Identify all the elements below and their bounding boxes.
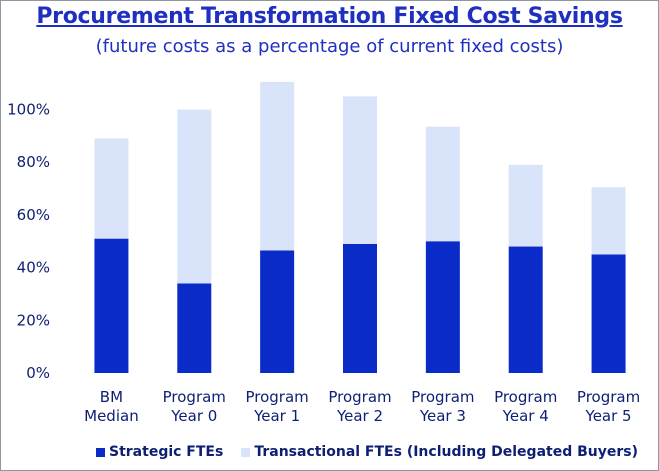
bar-transactional	[591, 187, 626, 255]
chart-title: Procurement Transformation Fixed Cost Sa…	[36, 4, 623, 29]
legend-label-transactional: Transactional FTEs (Including Delegated …	[254, 444, 638, 460]
x-tick-label: Program	[577, 388, 640, 406]
bar-transactional	[508, 164, 543, 247]
y-tick-label: 100%	[7, 101, 50, 119]
legend-label-strategic: Strategic FTEs	[109, 444, 224, 460]
bar-transactional	[177, 109, 212, 284]
legend-swatch-transactional	[241, 447, 251, 457]
y-tick-label: 60%	[17, 206, 50, 224]
x-tick-label: Year 4	[502, 407, 549, 425]
bar-strategic	[177, 283, 212, 373]
bar-transactional	[260, 81, 295, 251]
bar-transactional	[425, 126, 460, 242]
bar-transactional	[343, 96, 377, 244]
x-tick-label: Median	[84, 407, 139, 425]
x-tick-label: BM	[100, 388, 123, 406]
chart-legend: Strategic FTEs Transactional FTEs (Inclu…	[96, 444, 638, 460]
legend-item-strategic: Strategic FTEs	[96, 444, 223, 460]
x-tick-label: Year 5	[585, 407, 632, 425]
bar-strategic	[343, 243, 377, 373]
chart-subtitle: (future costs as a percentage of current…	[95, 36, 564, 57]
legend-swatch-strategic	[96, 447, 105, 457]
bar-strategic	[425, 241, 460, 373]
y-tick-label: 0%	[26, 364, 50, 382]
bar-transactional	[94, 138, 129, 239]
x-tick-label: Program	[494, 388, 557, 406]
bar-strategic	[94, 238, 129, 373]
y-tick-label: 80%	[17, 153, 50, 171]
x-tick-label: Year 1	[253, 407, 300, 425]
y-tick-label: 40%	[17, 259, 50, 277]
x-tick-label: Program	[245, 388, 308, 406]
bar-strategic	[591, 254, 626, 373]
x-tick-label: Program	[163, 388, 226, 406]
x-tick-label: Year 3	[419, 407, 466, 425]
x-tick-label: Program	[411, 388, 474, 406]
bar-strategic	[508, 246, 543, 373]
x-tick-label: Year 0	[170, 407, 217, 425]
bar-strategic	[260, 250, 295, 373]
x-tick-label: Year 2	[336, 407, 383, 425]
y-tick-label: 20%	[17, 311, 50, 329]
legend-item-transactional: Transactional FTEs (Including Delegated …	[241, 444, 638, 460]
x-tick-label: Program	[328, 388, 391, 406]
